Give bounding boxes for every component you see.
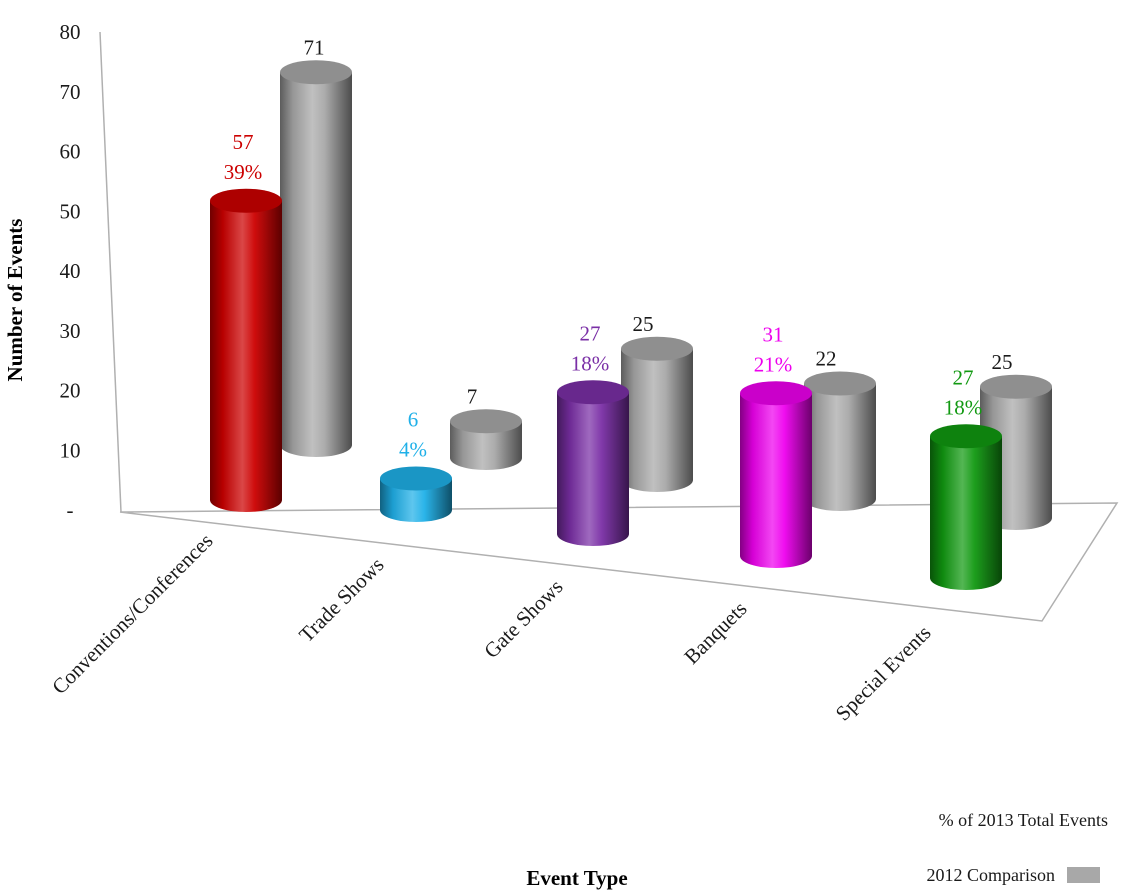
y-axis-title: Number of Events (3, 219, 27, 382)
legend: % of 2013 Total Events 2012 Comparison (927, 810, 1109, 885)
y-tick-label: 30 (60, 319, 81, 343)
x-axis-title: Event Type (526, 866, 627, 890)
y-tick-label: 40 (60, 259, 81, 283)
data-label-2013-percent: 21% (754, 352, 793, 376)
bar-2012 (280, 60, 352, 457)
series-2013-bars (210, 188, 1002, 590)
legend-series-2012: 2012 Comparison (927, 865, 1056, 885)
bar-2012 (621, 336, 693, 492)
legend-series-2013: % of 2013 Total Events (939, 810, 1108, 830)
y-tick-label: 70 (60, 80, 81, 104)
data-label-2013-value: 27 (953, 365, 974, 389)
y-tick-label: 10 (60, 438, 81, 462)
y-tick-label: - (67, 498, 74, 522)
data-label-2013-value: 31 (763, 322, 784, 346)
data-label-2013-percent: 18% (944, 395, 983, 419)
data-label-2013-value: 27 (580, 321, 601, 345)
category-label: Special Events (831, 621, 936, 726)
bar-2013 (380, 466, 452, 522)
y-axis-line (99, 31, 122, 513)
y-tick-label: 60 (60, 140, 81, 164)
data-label-2013-value: 6 (408, 408, 419, 432)
data-labels: 71 7 25 22 25 57 39% 6 4% 27 18% 31 21% 27 18% (224, 35, 1013, 461)
category-label: Gate Shows (479, 575, 567, 663)
data-label-2012: 71 (304, 35, 325, 59)
data-label-2012: 25 (992, 350, 1013, 374)
data-label-2013-percent: 39% (224, 160, 263, 184)
data-label-2013-percent: 4% (399, 438, 427, 462)
category-label: Trade Shows (294, 553, 388, 647)
y-tick-label: 50 (60, 199, 81, 223)
bar-2013 (740, 381, 812, 568)
data-label-2013-percent: 18% (571, 351, 610, 375)
data-label-2013-value: 57 (233, 130, 254, 154)
category-label: Banquets (679, 597, 751, 669)
legend-swatch-2012 (1067, 867, 1100, 883)
data-label-2012: 22 (816, 347, 837, 371)
series-2012-bars (280, 60, 1052, 530)
bar-2013 (557, 380, 629, 546)
bar-2013 (930, 424, 1002, 590)
data-label-2012: 7 (467, 384, 478, 408)
bar-2012 (804, 371, 876, 511)
bar-2012 (450, 409, 522, 470)
category-label: Conventions/Conferences (47, 529, 217, 699)
data-label-2012: 25 (633, 312, 654, 336)
y-tick-label: 20 (60, 379, 81, 403)
bar-2013 (210, 188, 282, 512)
y-tick-label: 80 (60, 20, 81, 44)
y-axis: - 10 20 30 40 50 60 70 80 (60, 20, 122, 522)
